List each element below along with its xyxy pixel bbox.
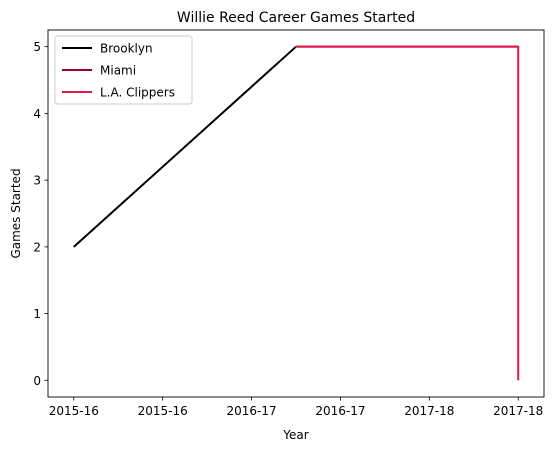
- y-tick-label: 3: [33, 174, 41, 188]
- plot-area-frame: [47, 29, 545, 398]
- x-tick-label: 2016-17: [315, 404, 365, 418]
- y-tick-label: 4: [33, 107, 41, 121]
- legend-label-l-a-clippers: L.A. Clippers: [100, 86, 175, 100]
- y-tick-label: 5: [33, 40, 41, 54]
- x-tick-label: 2015-16: [49, 404, 99, 418]
- y-tick-label: 2: [33, 240, 41, 254]
- chart-title: Willie Reed Career Games Started: [177, 10, 415, 26]
- x-tick-label: 2017-18: [404, 404, 454, 418]
- y-tick-label: 1: [33, 307, 41, 321]
- y-tick-label: 0: [33, 374, 41, 388]
- series-line-l-a-clippers: [296, 45, 520, 381]
- x-tick-label: 2015-16: [138, 404, 188, 418]
- x-tick-label: 2017-18: [493, 404, 543, 418]
- legend-label-brooklyn: Brooklyn: [100, 42, 153, 56]
- x-axis-ticks: 2015-16 2015-16 2016-17 2016-17 2017-18 2017-…: [49, 397, 543, 418]
- series-line-brooklyn: [73, 45, 297, 248]
- y-axis-ticks: 0 1 2 3 4 5: [33, 40, 48, 388]
- legend-label-miami: Miami: [100, 64, 136, 78]
- x-tick-label: 2016-17: [226, 404, 276, 418]
- y-axis-label: Games Started: [9, 168, 23, 258]
- legend-frame: [54, 35, 193, 105]
- x-axis-label: Year: [282, 428, 308, 442]
- series-lines: [73, 45, 520, 381]
- legend: Brooklyn Miami L.A. Clippers: [54, 35, 193, 105]
